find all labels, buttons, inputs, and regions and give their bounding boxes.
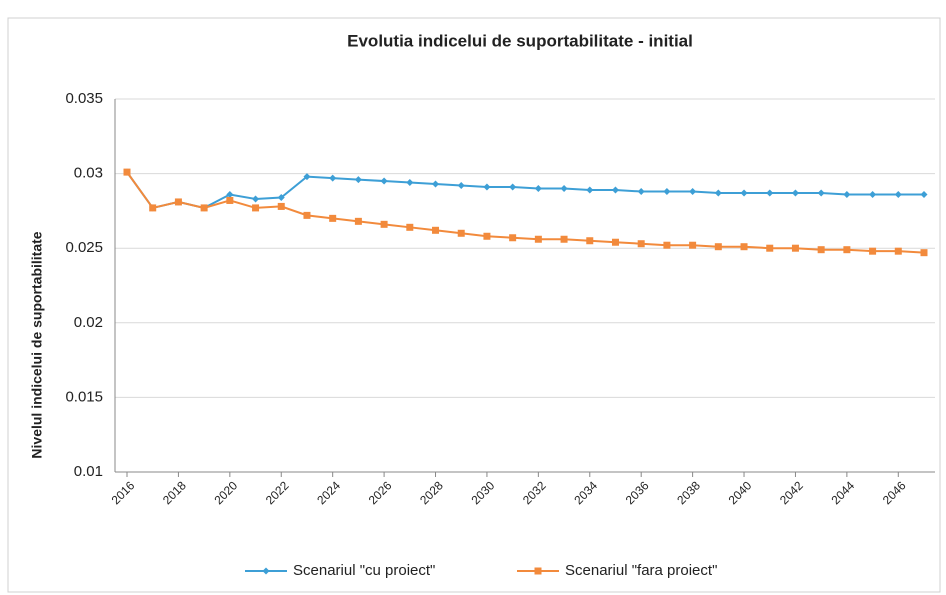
data-point (303, 211, 311, 219)
data-point (689, 241, 697, 249)
data-point (252, 204, 260, 212)
data-point (534, 185, 542, 193)
data-point (714, 243, 722, 251)
data-point (740, 243, 748, 251)
data-point (457, 229, 465, 237)
data-point (406, 223, 414, 231)
data-point (380, 220, 388, 228)
data-point (817, 246, 825, 254)
y-tick-label: 0.015 (65, 388, 103, 405)
data-point (766, 244, 774, 252)
data-point (534, 235, 542, 243)
data-point (791, 244, 799, 252)
data-point (791, 189, 799, 197)
data-point (869, 247, 877, 255)
data-point (483, 183, 491, 191)
data-point (432, 226, 440, 234)
data-point (226, 190, 234, 198)
data-point (843, 246, 851, 254)
data-point (457, 182, 465, 190)
data-point (817, 189, 825, 197)
y-tick-label: 0.035 (65, 90, 103, 107)
data-point (329, 214, 337, 222)
data-point (637, 188, 645, 196)
data-point (303, 173, 311, 181)
data-point (740, 189, 748, 197)
data-point (277, 202, 285, 210)
y-tick-label: 0.02 (74, 314, 103, 331)
data-point (766, 189, 774, 197)
y-axis-label: Nivelul indicelui de suportabilitate (29, 231, 45, 458)
data-point (354, 217, 362, 225)
data-point (663, 188, 671, 196)
data-point (689, 188, 697, 196)
data-point (329, 174, 337, 182)
data-point (277, 193, 285, 201)
data-point (149, 204, 157, 212)
legend-marker (534, 567, 542, 575)
y-tick-label: 0.01 (74, 463, 103, 480)
y-tick-label: 0.025 (65, 239, 103, 256)
data-point (483, 232, 491, 240)
legend-marker (262, 567, 270, 575)
data-point (406, 179, 414, 187)
series-line (126, 171, 924, 210)
chart-title: Evolutia indicelui de suportabilitate - … (347, 31, 693, 50)
data-point (894, 190, 902, 198)
data-point (586, 186, 594, 194)
chart-frame (7, 17, 941, 593)
data-point (920, 190, 928, 198)
data-point (637, 240, 645, 248)
data-point (611, 186, 619, 194)
legend-label: Scenariul "cu proiect" (293, 562, 435, 579)
data-point (586, 237, 594, 245)
series-line (126, 171, 925, 254)
legend-label: Scenariul "fara proiect" (565, 562, 717, 579)
data-point (123, 168, 131, 176)
data-point (894, 247, 902, 255)
data-point (226, 196, 234, 204)
y-tick-label: 0.03 (74, 165, 103, 182)
data-point (509, 234, 517, 242)
data-point (560, 185, 568, 193)
data-point (174, 198, 182, 206)
data-point (560, 235, 568, 243)
data-point (432, 180, 440, 188)
data-point (663, 241, 671, 249)
data-point (843, 190, 851, 198)
data-point (509, 183, 517, 191)
data-point (611, 238, 619, 246)
data-point (252, 195, 260, 203)
data-point (869, 190, 877, 198)
data-point (354, 176, 362, 184)
data-point (714, 189, 722, 197)
data-point (380, 177, 388, 185)
data-point (200, 204, 208, 212)
data-point (920, 249, 928, 257)
